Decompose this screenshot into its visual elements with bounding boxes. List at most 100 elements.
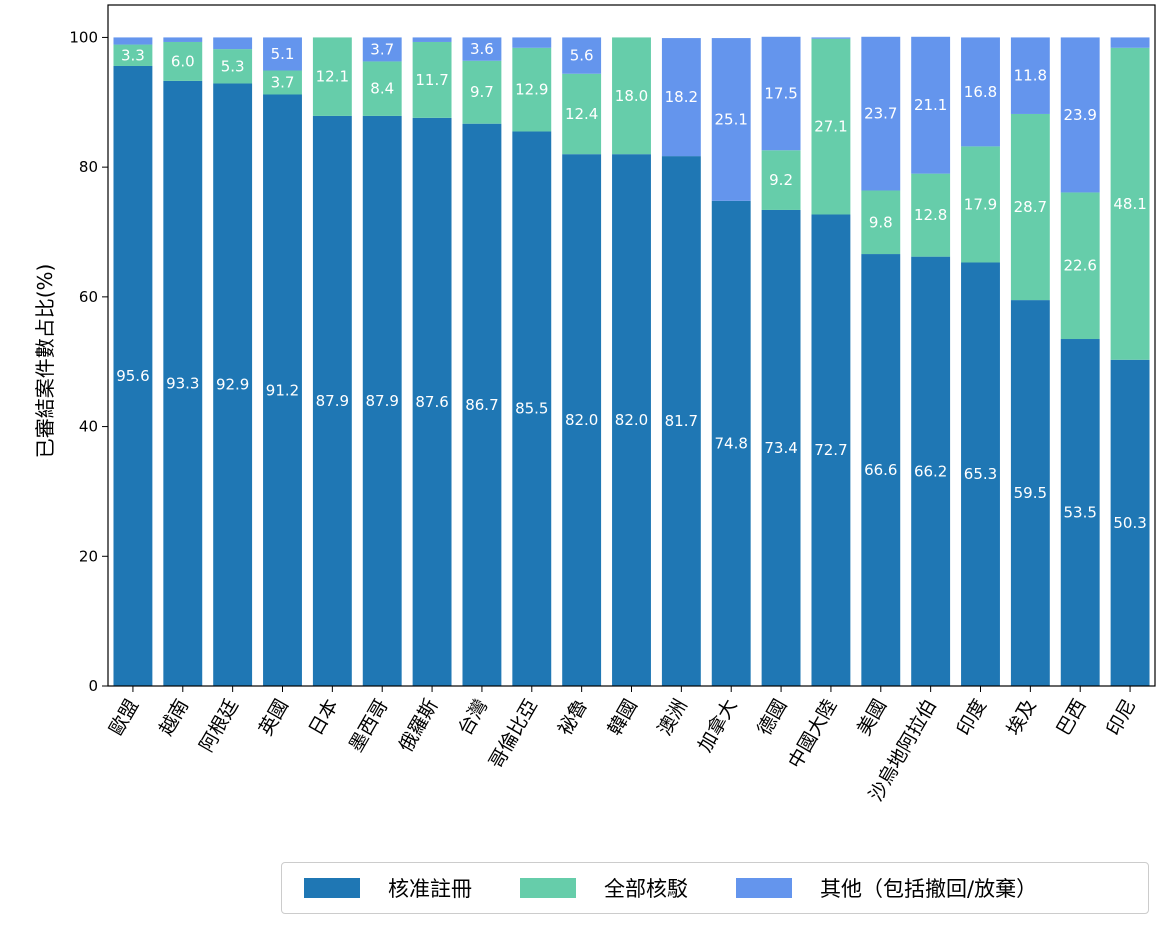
bar-0-9 [562,154,602,686]
bar-0-2 [213,83,253,686]
bar-0-0 [113,65,153,687]
value-label-1-2: 5.3 [221,57,245,75]
value-label-0-14: 72.7 [814,441,847,459]
x-tick-label-12: 加拿大 [693,695,741,756]
x-tick-label-11: 澳洲 [654,696,692,740]
x-tick-label-17: 印度 [953,696,991,740]
bar-0-10 [612,154,651,686]
bar-2-14 [811,37,851,39]
value-label-2-5: 3.7 [370,40,394,58]
bar-0-11 [661,156,701,687]
bar-1-13 [761,150,801,210]
bar-0-17 [961,262,1000,686]
bar-1-19 [1060,192,1100,340]
bar-0-7 [462,123,502,686]
bar-1-5 [362,61,402,116]
bar-1-16 [911,173,951,257]
value-label-1-1: 6.0 [171,52,195,70]
bar-2-20 [1110,37,1150,48]
legend-item-rejected: 全部核駁 [520,873,688,903]
legend-label-approved: 核准註冊 [388,877,472,901]
x-tick-label-19: 巴西 [1052,696,1090,740]
value-label-2-3: 5.1 [271,45,295,63]
bar-1-18 [1010,113,1050,301]
value-label-0-16: 66.2 [914,462,947,480]
x-tick-label-0: 歐盟 [105,696,143,740]
x-tick-label-15: 美國 [853,696,891,740]
value-label-0-4: 87.9 [316,392,349,410]
value-label-0-1: 93.3 [166,374,199,392]
bar-0-12 [711,200,751,686]
legend-swatch-rejected [520,878,576,898]
x-tick-label-5: 墨西哥 [345,696,393,756]
bar-2-19 [1060,37,1100,193]
value-label-0-3: 91.2 [266,381,299,399]
x-tick-label-8: 哥倫比亞 [485,696,542,773]
value-label-2-16: 21.1 [914,96,947,114]
x-tick-label-13: 德國 [753,696,791,740]
bar-0-14 [811,214,851,686]
bar-0-13 [761,209,801,686]
bar-2-1 [163,37,203,42]
bar-0-15 [861,254,901,686]
value-label-1-8: 12.9 [515,81,548,99]
x-tick-label-10: 韓國 [604,696,642,740]
value-label-1-20: 48.1 [1113,195,1146,213]
value-label-2-17: 16.8 [964,83,997,101]
y-tick-label-40: 40 [79,418,98,436]
value-label-1-3: 3.7 [271,74,295,92]
bar-2-13 [761,36,801,151]
bar-1-2 [213,49,253,84]
bar-1-0 [113,44,153,66]
value-label-0-10: 82.0 [615,411,648,429]
value-label-2-7: 3.6 [470,40,494,58]
value-label-0-0: 95.6 [116,367,149,385]
x-tick-label-4: 日本 [305,696,343,740]
bar-1-4 [312,37,352,116]
value-label-1-15: 9.8 [869,213,893,231]
value-label-2-11: 18.2 [665,88,698,106]
x-tick-label-6: 俄羅斯 [395,696,443,756]
bar-0-18 [1010,300,1050,686]
value-label-1-10: 18.0 [615,87,648,105]
value-label-0-17: 65.3 [964,465,997,483]
legend: 核准註冊 全部核駁 其他（包括撤回/放棄） [281,862,1149,914]
value-label-1-16: 12.8 [914,206,947,224]
x-tick-label-20: 印尼 [1102,696,1140,740]
legend-swatch-approved [304,878,360,898]
legend-label-rejected: 全部核駁 [604,877,688,901]
legend-item-approved: 核准註冊 [304,873,472,903]
bar-2-7 [462,37,502,61]
bar-1-17 [961,146,1000,263]
value-label-0-6: 87.6 [415,393,448,411]
bar-0-4 [312,115,352,687]
x-tick-label-1: 越南 [155,696,193,740]
y-axis-label: 已審結案件數占比(%) [33,264,57,459]
x-tick-label-3: 英國 [255,696,293,740]
value-label-0-18: 59.5 [1014,484,1047,502]
bar-2-5 [362,37,402,62]
bar-2-2 [213,37,253,50]
value-label-2-19: 23.9 [1064,106,1097,124]
bar-1-20 [1110,47,1150,360]
bar-1-7 [462,60,502,124]
bar-0-16 [911,256,951,686]
value-label-1-5: 8.4 [370,80,394,98]
bar-2-11 [661,38,701,157]
bar-0-1 [163,80,203,686]
value-label-0-11: 81.7 [665,412,698,430]
value-label-2-15: 23.7 [864,105,897,123]
y-tick-label-0: 0 [88,677,98,695]
x-tick-label-18: 埃及 [1003,696,1041,740]
bar-2-15 [861,36,901,191]
bar-0-5 [362,115,402,687]
value-label-0-20: 50.3 [1113,514,1146,532]
value-label-1-4: 12.1 [316,68,349,86]
bar-2-16 [911,36,951,174]
value-label-0-9: 82.0 [565,411,598,429]
bar-1-10 [612,37,651,155]
bar-1-9 [562,73,602,155]
value-label-1-14: 27.1 [814,118,847,136]
bar-2-8 [512,37,552,48]
